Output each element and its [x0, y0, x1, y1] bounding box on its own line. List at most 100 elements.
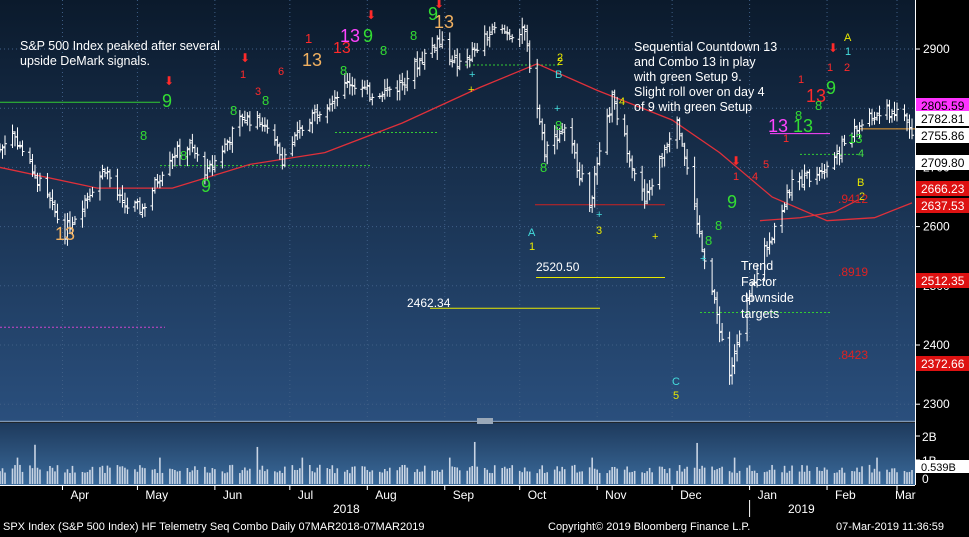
- price-bar: [502, 24, 507, 34]
- price-bar: [677, 117, 682, 141]
- month-label-Jun: Jun: [223, 488, 242, 502]
- price-bar: [552, 125, 557, 155]
- volume-bar: [448, 457, 451, 484]
- price-bar: [485, 30, 490, 46]
- price-bar: [72, 215, 77, 225]
- setup-count-5: 8: [380, 43, 387, 58]
- price-bar: [380, 91, 385, 102]
- price-bar: [447, 32, 452, 66]
- volume-bar: [141, 467, 144, 484]
- volume-bar: [259, 469, 261, 484]
- price-bar: [720, 323, 725, 342]
- volume-bar: [701, 465, 703, 484]
- price-bar: [695, 198, 700, 234]
- volume-bar: [401, 464, 404, 484]
- price-bar: [527, 40, 532, 73]
- volume-bar: [711, 466, 713, 484]
- tag-2782-box: [916, 111, 969, 126]
- label-1-mar: 1: [845, 46, 851, 58]
- volume-bar: [21, 471, 24, 484]
- price-bar: [382, 79, 387, 100]
- bottom-axis-background: [0, 485, 969, 518]
- volume-bar: [663, 468, 666, 484]
- tag-2372-text: 2372.66: [921, 357, 965, 371]
- countdown-13-aug: 13: [340, 26, 360, 46]
- volume-bar: [458, 470, 461, 484]
- price-bar: [630, 155, 635, 179]
- volume-bar: [326, 468, 329, 484]
- price-bar: [570, 118, 575, 154]
- volume-bar: [438, 471, 441, 484]
- volume-axis: 2B 1B 0.539B 0: [915, 430, 969, 486]
- vol-tag-box: [916, 460, 969, 473]
- volume-bar: [611, 466, 613, 484]
- price-bars: [0, 17, 914, 385]
- volume-bar: [36, 467, 39, 484]
- volume-bar: [241, 470, 244, 484]
- price-bar: [710, 258, 715, 295]
- month-label-Dec: Dec: [680, 488, 701, 502]
- price-bar: [82, 194, 87, 218]
- price-bar: [730, 357, 735, 385]
- price-bar: [680, 132, 685, 147]
- price-bar: [770, 236, 775, 245]
- vol-label-0: 0: [922, 472, 929, 486]
- price-bar: [682, 142, 687, 167]
- price-bar: [522, 24, 527, 41]
- volume-bar: [249, 468, 251, 484]
- volume-bar: [661, 466, 663, 484]
- tag-2709-text: 2709.80: [921, 156, 965, 170]
- fib-9412-label: .9412: [838, 192, 868, 206]
- volume-bar: [91, 466, 94, 484]
- volume-bar: [801, 465, 803, 484]
- price-bar: [505, 26, 510, 41]
- panel-splitter-handle[interactable]: [477, 418, 493, 424]
- price-bar: [27, 147, 32, 164]
- volume-bar: [521, 472, 524, 484]
- volume-bar: [503, 466, 506, 484]
- volume-bar: [294, 469, 296, 484]
- price-bar: [692, 156, 697, 211]
- volume-bar: [468, 467, 471, 484]
- price-bar: [342, 73, 347, 99]
- month-label-Mar: Mar: [895, 488, 916, 502]
- volume-bar: [423, 465, 426, 484]
- price-bar: [85, 192, 90, 209]
- price-bar: [712, 289, 717, 304]
- volume-bar: [121, 466, 124, 484]
- left-note-line-1: S&P 500 Index peaked after several: [20, 39, 220, 53]
- volume-bar: [433, 470, 436, 484]
- volume-bar: [346, 469, 349, 484]
- price-bar: [607, 107, 612, 123]
- volume-bar: [613, 466, 616, 484]
- label-b-oct: B: [555, 69, 562, 81]
- volume-bar: [888, 472, 891, 484]
- price-bar: [780, 204, 785, 233]
- trend-note-line-4: targets: [741, 307, 779, 321]
- price-bar: [472, 42, 477, 57]
- volume-bar: [381, 472, 384, 484]
- volume-bar: [788, 470, 791, 484]
- volume-bar: [608, 470, 611, 484]
- price-tag-2666: 2666.23: [916, 181, 969, 196]
- setup-9-aug: 9: [363, 26, 373, 46]
- volume-bar: [191, 470, 194, 484]
- volume-bar: [843, 472, 846, 484]
- volume-bar: [646, 471, 648, 484]
- countdown-13-jul: 13: [302, 50, 322, 70]
- price-bar: [70, 216, 75, 236]
- volume-bar: [329, 469, 331, 484]
- price-bar: [817, 167, 822, 181]
- volume-bar: [396, 470, 399, 484]
- price-bar: [650, 178, 655, 196]
- volume-bar: [553, 469, 556, 484]
- volume-bar: [296, 469, 299, 484]
- price-tag-2637: 2637.53: [916, 198, 969, 213]
- volume-bar: [139, 465, 141, 484]
- sell-count-dec-b: 4: [752, 171, 758, 183]
- grid-lines: [0, 0, 915, 421]
- price-tag-2782: 2782.81: [916, 111, 969, 126]
- volume-bar: [151, 469, 154, 484]
- price-bar: [685, 149, 690, 175]
